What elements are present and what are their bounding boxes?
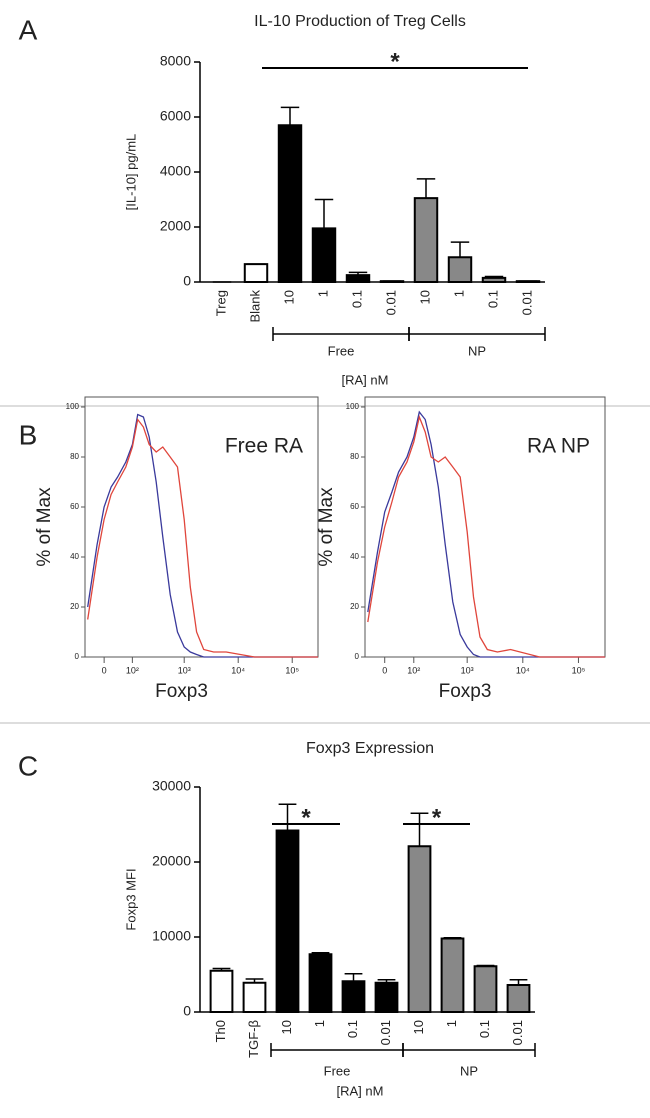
y-tick-label: 0 xyxy=(355,652,360,661)
bar xyxy=(440,937,465,1013)
y-axis-label: Foxp3 MFI xyxy=(123,868,138,930)
panel-label: C xyxy=(18,750,38,781)
annotation: RA NP xyxy=(527,435,590,458)
y-tick-label: 20000 xyxy=(152,853,191,869)
y-tick-label: 8000 xyxy=(160,53,191,69)
y-tick-label: 0 xyxy=(183,1003,191,1019)
bar xyxy=(379,280,405,283)
y-tick-label: 40 xyxy=(70,552,79,561)
y-tick-label: 2000 xyxy=(160,218,191,234)
bar xyxy=(447,256,473,283)
x-tick-label: Th0 xyxy=(213,1020,228,1042)
group-label: Free xyxy=(324,1063,351,1078)
significance-mark: * xyxy=(432,804,442,831)
x-tick-label: 0 xyxy=(382,665,387,675)
bar xyxy=(374,981,399,1013)
x-tick-label: 1 xyxy=(444,1020,459,1027)
y-tick-label: 40 xyxy=(350,552,359,561)
bar xyxy=(515,280,541,283)
x-tick-label: 0 xyxy=(102,665,107,675)
group-label: Free xyxy=(328,343,355,358)
x-tick-label: 0.01 xyxy=(378,1020,393,1045)
x-tick-label: 10⁴ xyxy=(516,665,530,675)
y-tick-label: 100 xyxy=(346,402,360,411)
histogram-line xyxy=(367,414,605,658)
bar xyxy=(242,981,267,1013)
x-tick-label: 0.01 xyxy=(519,290,534,315)
x-tick-label: 0.1 xyxy=(349,290,364,308)
bar xyxy=(275,829,300,1013)
x-tick-label: 0.1 xyxy=(345,1020,360,1038)
y-axis-label: [IL-10] pg/mL xyxy=(123,134,138,211)
group-label: NP xyxy=(460,1063,478,1078)
y-axis-label: % of Max xyxy=(34,487,55,567)
y-tick-label: 20 xyxy=(350,602,359,611)
bar xyxy=(341,980,366,1013)
y-tick-label: 60 xyxy=(350,502,359,511)
bar xyxy=(209,969,234,1013)
x-tick-label: 0.01 xyxy=(510,1020,525,1045)
y-axis-label: % of Max xyxy=(316,487,337,567)
x-tick-label: 10² xyxy=(126,665,139,675)
bar xyxy=(481,276,507,283)
x-axis-label: Foxp3 xyxy=(155,681,208,702)
x-tick-label: 10⁴ xyxy=(231,665,245,675)
y-tick-label: 4000 xyxy=(160,163,191,179)
panel-label: A xyxy=(19,14,38,45)
bar xyxy=(407,845,432,1013)
histogram-line xyxy=(367,410,605,658)
x-tick-label: 10 xyxy=(279,1020,294,1034)
x-tick-label: 0.1 xyxy=(485,290,500,308)
chart-title: Foxp3 Expression xyxy=(306,740,434,757)
x-tick-label: 1 xyxy=(451,290,466,297)
x-tick-label: Blank xyxy=(247,290,262,323)
y-tick-label: 0 xyxy=(183,273,191,289)
significance-mark: * xyxy=(301,804,311,831)
x-tick-label: 10³ xyxy=(461,665,474,675)
y-tick-label: 30000 xyxy=(152,778,191,794)
x-tick-label: 10 xyxy=(417,290,432,304)
y-tick-label: 80 xyxy=(70,452,79,461)
x-tick-label: 10² xyxy=(407,665,420,675)
bar xyxy=(473,965,498,1013)
y-tick-label: 6000 xyxy=(160,108,191,124)
x-tick-label: TGF-β xyxy=(246,1020,261,1058)
bar xyxy=(345,274,371,283)
y-tick-label: 80 xyxy=(350,452,359,461)
group-label: NP xyxy=(468,343,486,358)
panel-label: B xyxy=(19,419,38,450)
histogram-line xyxy=(87,417,318,658)
bar xyxy=(277,124,303,283)
x-tick-label: 0.1 xyxy=(477,1020,492,1038)
significance-mark: * xyxy=(390,48,400,75)
bar xyxy=(506,984,531,1013)
x-tick-label: 10 xyxy=(281,290,296,304)
chart-title: IL-10 Production of Treg Cells xyxy=(254,13,466,30)
y-tick-label: 60 xyxy=(70,502,79,511)
bar xyxy=(243,263,269,283)
x-tick-label: 10 xyxy=(411,1020,426,1034)
x-tick-label: Treg xyxy=(213,290,228,316)
x-axis-label: Foxp3 xyxy=(439,681,492,702)
annotation: Free RA xyxy=(225,435,303,458)
x-tick-label: 1 xyxy=(315,290,330,297)
x-axis-label: [RA] nM xyxy=(342,372,389,387)
plot-frame xyxy=(84,396,319,658)
bar xyxy=(413,197,439,283)
x-tick-label: 0.01 xyxy=(383,290,398,315)
x-tick-label: 10⁵ xyxy=(285,665,299,675)
bar xyxy=(308,953,333,1013)
y-tick-label: 20 xyxy=(70,602,79,611)
x-axis-label: [RA] nM xyxy=(337,1083,384,1098)
y-tick-label: 10000 xyxy=(152,928,191,944)
x-tick-label: 10³ xyxy=(178,665,191,675)
x-tick-label: 1 xyxy=(312,1020,327,1027)
bar xyxy=(311,227,337,283)
y-tick-label: 100 xyxy=(66,402,80,411)
y-tick-label: 0 xyxy=(75,652,80,661)
histogram-line xyxy=(87,413,318,658)
x-tick-label: 10⁵ xyxy=(572,665,586,675)
